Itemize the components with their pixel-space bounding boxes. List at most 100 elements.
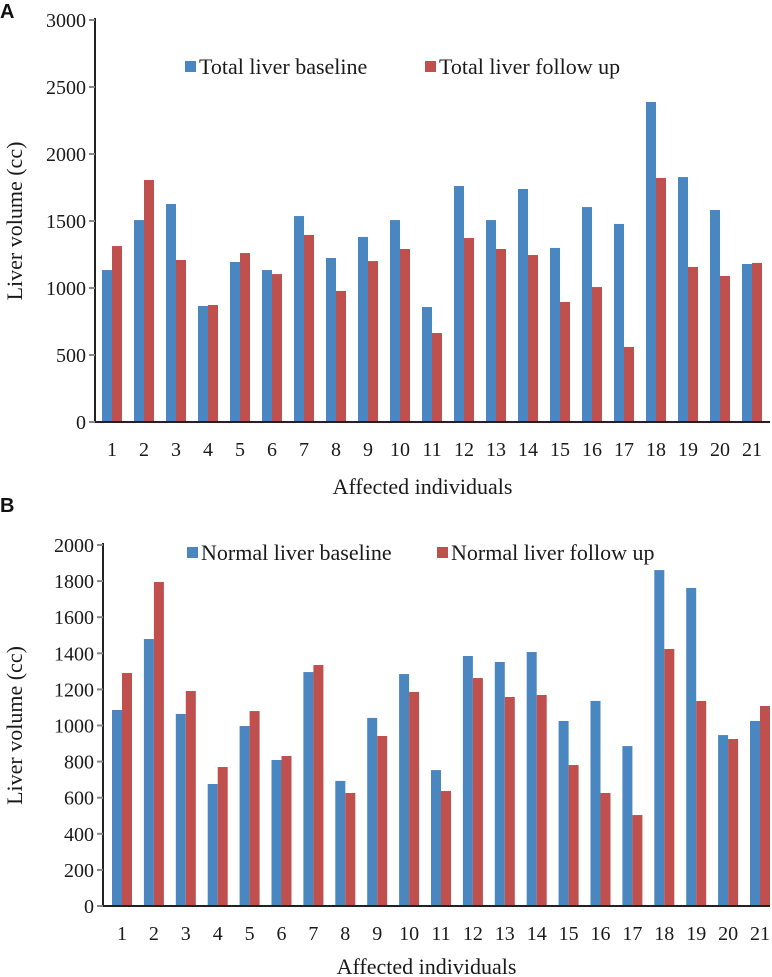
y-tick-label: 1000 xyxy=(46,278,86,300)
panel-label: B xyxy=(0,495,14,517)
bar-follow-up-11 xyxy=(432,333,442,422)
bar-follow-up-20 xyxy=(720,275,730,422)
x-tick-label: 8 xyxy=(331,439,341,461)
bar-follow-up-5 xyxy=(249,711,260,906)
bar-baseline-4 xyxy=(207,783,218,906)
bar-baseline-17 xyxy=(622,746,633,906)
bar-baseline-1 xyxy=(112,709,122,906)
bar-baseline-7 xyxy=(294,216,304,422)
bar-baseline-4 xyxy=(198,305,208,422)
x-tick-label: 3 xyxy=(171,439,181,461)
bar-baseline-5 xyxy=(230,262,240,422)
x-tick-label: 16 xyxy=(582,439,602,461)
x-tick-label: 15 xyxy=(559,923,579,945)
x-tick-label: 11 xyxy=(422,439,441,461)
bar-follow-up-1 xyxy=(122,672,132,906)
bar-follow-up-4 xyxy=(208,305,218,422)
x-axis-label: Affected individuals xyxy=(333,474,513,499)
bar-baseline-16 xyxy=(582,207,592,422)
x-tick-label: 6 xyxy=(267,439,277,461)
bar-baseline-20 xyxy=(718,735,729,906)
x-axis-label: Affected individuals xyxy=(337,954,517,977)
bar-follow-up-6 xyxy=(272,274,282,422)
bar-baseline-14 xyxy=(526,652,537,906)
y-axis-label: Liver volume (cc) xyxy=(2,646,27,805)
bar-baseline-17 xyxy=(614,223,624,422)
y-tick-label: 800 xyxy=(64,752,94,774)
x-tick-label: 5 xyxy=(245,923,255,945)
bar-baseline-12 xyxy=(454,186,464,422)
x-tick-label: 13 xyxy=(486,439,506,461)
bar-follow-up-9 xyxy=(377,735,388,906)
x-tick-label: 2 xyxy=(149,923,159,945)
y-tick-label: 3000 xyxy=(46,10,86,32)
bar-baseline-2 xyxy=(134,220,144,422)
bar-baseline-2 xyxy=(143,639,154,906)
y-tick-label: 2000 xyxy=(46,144,86,166)
bar-baseline-10 xyxy=(390,220,400,422)
x-tick-label: 14 xyxy=(527,923,547,945)
bar-follow-up-17 xyxy=(632,815,643,906)
y-tick-label: 0 xyxy=(84,896,94,918)
y-tick-label: 1600 xyxy=(54,607,94,629)
bar-follow-up-15 xyxy=(568,765,579,906)
x-tick-label: 17 xyxy=(622,923,642,945)
legend-swatch-baseline xyxy=(187,547,198,558)
legend-swatch-baseline xyxy=(185,61,196,72)
bar-baseline-9 xyxy=(358,236,368,422)
bar-baseline-3 xyxy=(175,713,186,906)
bar-baseline-15 xyxy=(558,720,569,906)
y-tick-label: 0 xyxy=(76,412,86,434)
bar-baseline-7 xyxy=(303,672,314,906)
x-tick-label: 20 xyxy=(710,439,730,461)
y-tick-label: 600 xyxy=(64,788,94,810)
bar-baseline-19 xyxy=(678,177,688,422)
bar-follow-up-3 xyxy=(185,691,196,906)
bar-follow-up-12 xyxy=(464,238,474,422)
x-tick-label: 8 xyxy=(340,923,350,945)
bar-baseline-6 xyxy=(271,759,282,906)
x-tick-label: 12 xyxy=(463,923,483,945)
bar-follow-up-6 xyxy=(281,756,292,906)
legend-label-follow-up: Total liver follow up xyxy=(439,54,620,79)
bar-follow-up-19 xyxy=(688,266,698,422)
x-tick-label: 9 xyxy=(372,923,382,945)
bar-follow-up-7 xyxy=(313,665,324,906)
bar-follow-up-11 xyxy=(441,791,451,906)
bar-baseline-6 xyxy=(262,270,272,422)
y-tick-label: 1000 xyxy=(54,716,94,738)
x-tick-label: 1 xyxy=(117,923,127,945)
legend-swatch-follow-up xyxy=(425,61,436,72)
bar-follow-up-21 xyxy=(752,262,762,422)
bar-baseline-1 xyxy=(102,270,112,422)
x-tick-label: 14 xyxy=(518,439,538,461)
x-tick-label: 4 xyxy=(213,923,223,945)
bar-follow-up-5 xyxy=(240,253,250,422)
bar-follow-up-2 xyxy=(153,582,164,906)
bar-baseline-13 xyxy=(486,220,496,422)
x-tick-label: 12 xyxy=(454,439,474,461)
bar-follow-up-8 xyxy=(345,793,356,906)
bar-follow-up-2 xyxy=(144,179,154,422)
bar-follow-up-16 xyxy=(592,287,602,422)
legend-swatch-follow-up xyxy=(437,547,448,558)
x-tick-label: 18 xyxy=(646,439,666,461)
bar-follow-up-14 xyxy=(536,694,547,906)
y-tick-label: 500 xyxy=(56,345,86,367)
y-axis-label: Liver volume (cc) xyxy=(2,142,27,301)
bar-baseline-18 xyxy=(654,570,665,906)
x-tick-label: 10 xyxy=(399,923,419,945)
x-tick-label: 7 xyxy=(299,439,309,461)
x-tick-label: 1 xyxy=(107,439,117,461)
bar-baseline-3 xyxy=(166,203,176,422)
bar-follow-up-8 xyxy=(336,290,346,422)
bar-follow-up-18 xyxy=(656,177,666,422)
x-tick-label: 20 xyxy=(718,923,738,945)
y-tick-label: 400 xyxy=(64,824,94,846)
bar-baseline-13 xyxy=(494,661,505,906)
bar-baseline-21 xyxy=(742,264,752,422)
x-tick-label: 19 xyxy=(678,439,698,461)
x-tick-label: 11 xyxy=(431,923,450,945)
bar-baseline-11 xyxy=(431,770,441,906)
